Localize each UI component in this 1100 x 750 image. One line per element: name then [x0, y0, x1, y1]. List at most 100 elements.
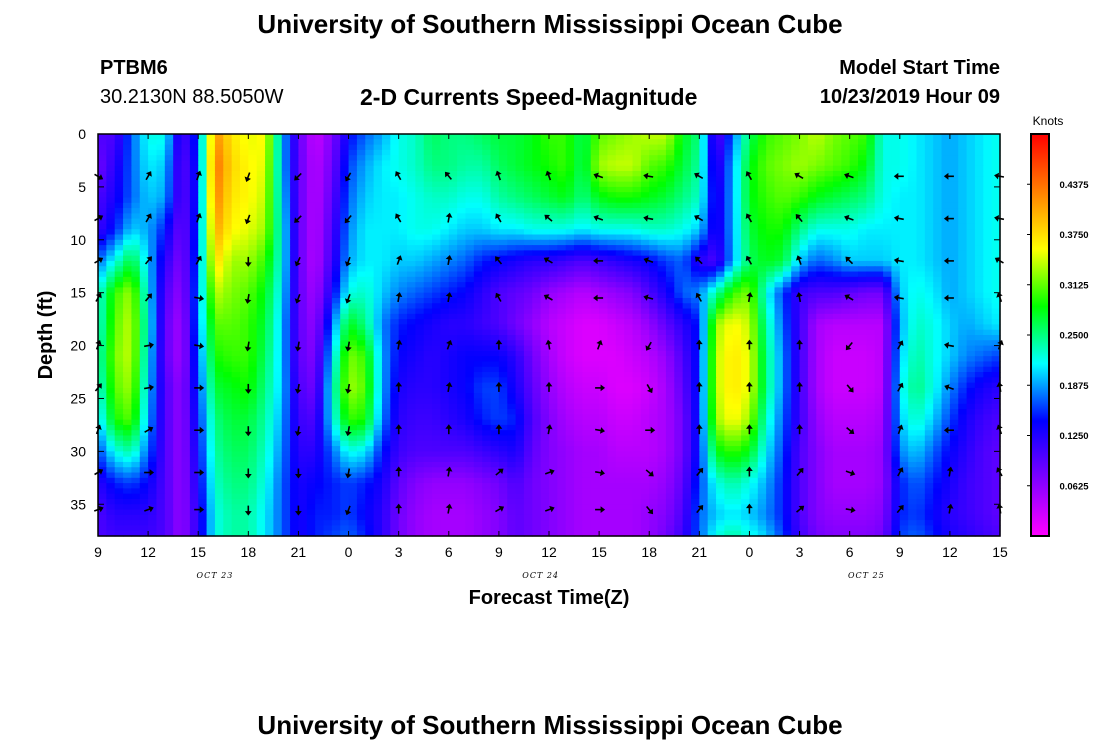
heat-cell	[365, 335, 375, 341]
heat-cell	[281, 250, 291, 257]
heat-cell	[306, 297, 316, 304]
heat-cell	[941, 366, 951, 373]
heat-cell	[114, 366, 124, 373]
heat-cell	[849, 282, 859, 288]
heat-cell	[582, 197, 592, 204]
heat-cell	[482, 297, 492, 304]
heat-cell	[974, 202, 984, 209]
heat-cell	[490, 297, 500, 304]
heat-cell	[974, 260, 984, 267]
heat-cell	[690, 292, 700, 299]
heat-cell	[106, 208, 116, 214]
heat-cell	[724, 192, 734, 199]
heat-cell	[440, 134, 450, 140]
heat-cell	[457, 292, 467, 299]
heat-cell	[223, 335, 233, 341]
heat-cell	[832, 186, 842, 193]
heat-cell	[941, 340, 951, 347]
heat-cell	[273, 297, 283, 304]
heat-cell	[323, 192, 333, 199]
heat-cell	[173, 287, 183, 294]
heat-cell	[148, 350, 158, 357]
heat-cell	[991, 335, 1001, 341]
heat-cell	[482, 303, 492, 310]
heat-cell	[281, 192, 291, 199]
heat-cell	[557, 186, 567, 193]
heat-cell	[974, 356, 984, 363]
heat-cell	[732, 192, 742, 199]
heat-cell	[365, 282, 375, 288]
heat-cell	[340, 208, 350, 214]
heat-cell	[331, 266, 341, 273]
heat-cell	[899, 149, 909, 156]
heat-cell	[139, 356, 149, 363]
heat-cell	[415, 361, 425, 368]
heat-cell	[164, 345, 174, 352]
heat-cell	[139, 149, 149, 156]
heat-cell	[231, 266, 241, 273]
heat-cell	[908, 350, 918, 357]
heat-cell	[657, 229, 667, 236]
heat-cell	[415, 329, 425, 336]
heat-cell	[707, 329, 717, 336]
heat-cell	[799, 319, 809, 326]
heat-cell	[273, 287, 283, 294]
heat-cell	[841, 229, 851, 236]
heat-cell	[214, 345, 224, 352]
heat-cell	[791, 208, 801, 214]
heat-cell	[507, 276, 517, 283]
heat-cell	[540, 313, 550, 320]
heat-cell	[807, 276, 817, 283]
heat-cell	[98, 202, 107, 209]
heat-cell	[465, 197, 475, 204]
heat-cell	[164, 303, 174, 310]
heat-cell	[841, 345, 851, 352]
heat-cell	[749, 134, 759, 140]
heat-cell	[298, 149, 308, 156]
heat-cell	[315, 313, 325, 320]
heat-cell	[407, 340, 416, 347]
heat-cell	[290, 245, 300, 251]
heat-cell	[482, 139, 492, 146]
heat-cell	[816, 208, 826, 214]
heat-cell	[98, 250, 107, 257]
heat-cell	[791, 345, 801, 352]
heat-cell	[665, 297, 675, 304]
heat-cell	[189, 377, 199, 384]
heat-cell	[173, 361, 183, 368]
heat-cell	[331, 282, 341, 288]
heat-cell	[498, 171, 508, 177]
heat-cell	[465, 335, 475, 341]
heat-cell	[390, 345, 400, 352]
heat-cell	[874, 234, 884, 241]
heat-cell	[348, 208, 358, 214]
heat-cell	[239, 377, 249, 384]
heat-cell	[365, 134, 375, 140]
heat-cell	[732, 139, 742, 146]
heat-cell	[415, 287, 425, 294]
heat-cell	[682, 266, 692, 273]
heat-cell	[949, 144, 959, 151]
heat-cell	[248, 223, 258, 230]
heat-cell	[891, 297, 901, 304]
heat-cell	[398, 192, 408, 199]
heat-cell	[189, 287, 199, 294]
heat-cell	[590, 223, 600, 230]
heat-cell	[941, 139, 951, 146]
heat-cell	[473, 155, 483, 162]
heat-cell	[440, 297, 450, 304]
heat-cell	[432, 176, 442, 183]
heat-cell	[599, 361, 609, 368]
heat-cell	[281, 176, 291, 183]
heat-cell	[490, 165, 500, 172]
heat-cell	[348, 340, 358, 347]
heat-cell	[724, 356, 734, 363]
heat-cell	[248, 297, 258, 304]
heat-cell	[189, 271, 199, 278]
heat-cell	[707, 160, 717, 167]
heat-cell	[732, 366, 742, 373]
heat-cell	[507, 260, 517, 267]
heat-cell	[515, 276, 525, 283]
heat-cell	[640, 345, 650, 352]
heat-cell	[214, 192, 224, 199]
